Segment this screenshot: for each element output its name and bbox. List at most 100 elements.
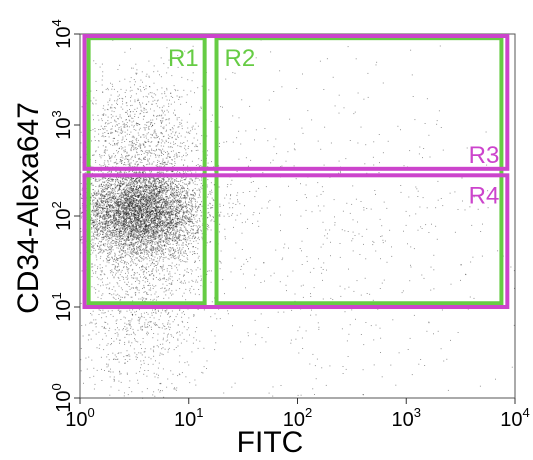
scatter-point <box>143 243 145 245</box>
scatter-point <box>146 204 148 206</box>
scatter-point <box>120 199 122 200</box>
scatter-point <box>146 225 148 227</box>
scatter-point <box>148 199 150 201</box>
scatter-point <box>120 207 122 209</box>
scatter-point <box>154 183 156 185</box>
scatter-point <box>140 249 142 251</box>
scatter-point <box>123 217 125 219</box>
scatter-point <box>97 238 99 240</box>
scatter-point <box>166 220 168 221</box>
scatter-point <box>143 215 144 216</box>
scatter-point <box>103 222 105 224</box>
scatter-point <box>126 159 128 160</box>
scatter-point <box>103 207 105 209</box>
scatter-point <box>169 217 171 219</box>
scatter-point <box>142 179 144 181</box>
scatter-point <box>188 221 190 222</box>
scatter-point <box>163 199 165 201</box>
scatter-point <box>167 212 169 214</box>
scatter-point <box>135 224 137 226</box>
scatter-point <box>140 182 142 184</box>
scatter-point <box>117 192 119 194</box>
scatter-point <box>160 199 162 201</box>
scatter-point <box>128 226 130 228</box>
scatter-point <box>191 218 193 220</box>
scatter-point <box>186 192 188 194</box>
scatter-point <box>124 191 126 193</box>
scatter-point <box>110 205 112 207</box>
scatter-point <box>152 252 154 254</box>
scatter-point <box>142 220 144 222</box>
scatter-point <box>127 275 128 277</box>
scatter-point <box>173 225 174 226</box>
scatter-point <box>108 228 110 230</box>
scatter-point <box>154 235 156 237</box>
scatter-point <box>151 148 153 150</box>
scatter-point <box>97 193 99 195</box>
scatter-point <box>108 204 109 206</box>
scatter-point <box>135 199 137 201</box>
scatter-point <box>99 220 100 221</box>
scatter-point <box>159 239 161 241</box>
scatter-point <box>144 206 146 208</box>
scatter-point <box>143 225 145 227</box>
scatter-point <box>118 222 120 224</box>
scatter-point <box>109 243 111 245</box>
scatter-point <box>143 193 145 195</box>
scatter-point <box>158 193 160 195</box>
scatter-point <box>178 189 180 190</box>
scatter-point <box>107 235 108 237</box>
scatter-point <box>127 206 129 208</box>
scatter-point <box>128 237 130 239</box>
scatter-point <box>121 192 123 194</box>
scatter-point <box>134 217 136 219</box>
scatter-point <box>109 206 111 208</box>
scatter-point <box>112 179 114 181</box>
scatter-point <box>134 214 136 216</box>
scatter-point <box>102 212 104 214</box>
scatter-point <box>160 190 162 192</box>
scatter-point <box>115 195 117 197</box>
scatter-point <box>131 210 133 212</box>
scatter-point <box>95 221 97 223</box>
scatter-point <box>151 222 152 224</box>
scatter-point <box>194 237 196 239</box>
scatter-point <box>107 212 109 214</box>
scatter-point <box>136 205 137 207</box>
scatter-point <box>170 185 172 187</box>
scatter-point <box>136 189 138 191</box>
scatter-point <box>153 207 155 209</box>
scatter-point <box>135 226 137 228</box>
scatter-point <box>170 253 172 255</box>
scatter-point <box>134 217 136 219</box>
scatter-point <box>100 212 102 214</box>
scatter-point <box>96 211 98 213</box>
scatter-point <box>153 247 155 249</box>
scatter-point <box>115 226 117 228</box>
scatter-point <box>193 216 195 218</box>
scatter-point <box>137 172 139 174</box>
scatter-point <box>107 185 109 187</box>
scatter-point <box>120 223 122 225</box>
scatter-point <box>92 210 94 211</box>
scatter-point <box>96 203 97 205</box>
scatter-point <box>128 182 130 184</box>
scatter-point <box>146 226 148 228</box>
scatter-point <box>146 219 148 221</box>
scatter-point <box>169 238 170 240</box>
scatter-point <box>152 214 154 216</box>
scatter-point <box>158 218 160 219</box>
scatter-point <box>155 237 157 239</box>
scatter-point <box>128 228 130 230</box>
scatter-point <box>139 226 140 228</box>
scatter-point <box>162 222 164 224</box>
scatter-point <box>100 230 101 232</box>
scatter-point <box>167 216 169 218</box>
scatter-point <box>122 221 124 223</box>
scatter-point <box>144 205 146 207</box>
scatter-point <box>129 179 131 180</box>
scatter-point <box>152 219 154 221</box>
scatter-point <box>105 146 107 148</box>
scatter-point <box>144 183 146 185</box>
scatter-point <box>143 222 145 224</box>
